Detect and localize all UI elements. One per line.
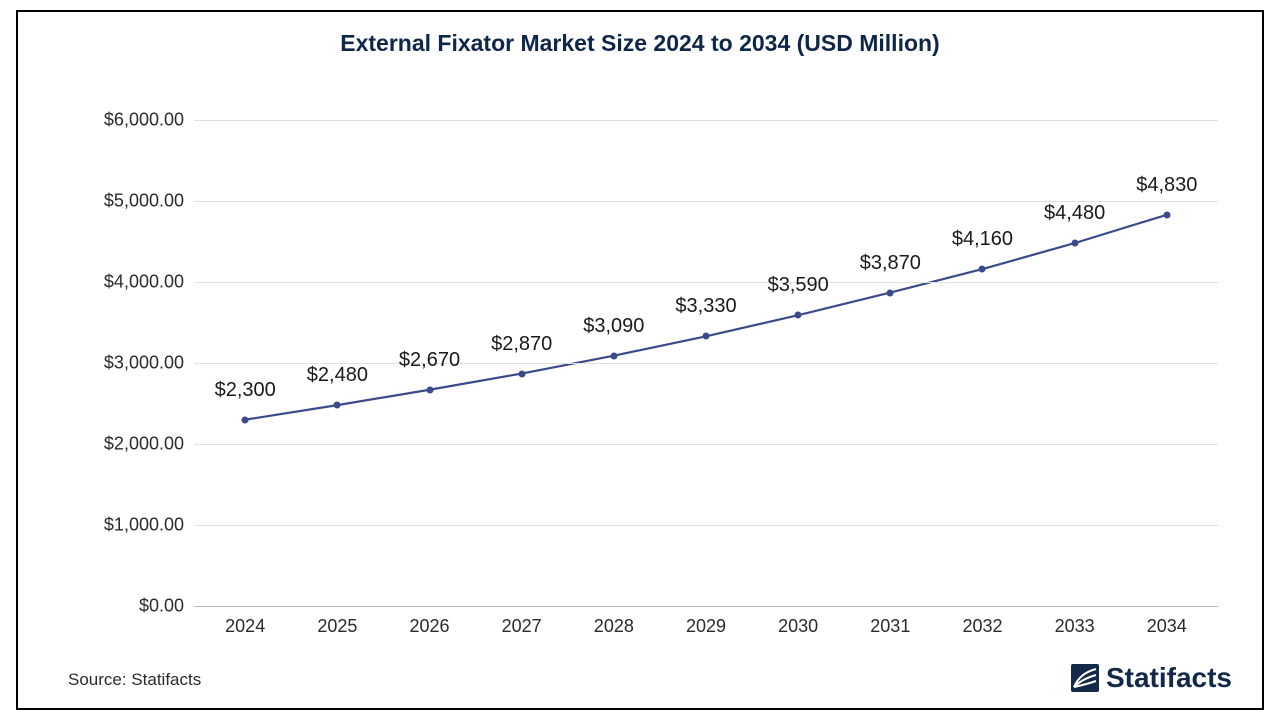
data-label: $3,590 — [768, 274, 829, 297]
y-tick-label: $3,000.00 — [104, 353, 194, 374]
data-label: $3,330 — [675, 295, 736, 318]
gridline — [194, 120, 1218, 121]
y-tick-label: $2,000.00 — [104, 434, 194, 455]
data-label: $3,870 — [860, 252, 921, 275]
x-tick-label: 2032 — [962, 606, 1002, 637]
data-label: $4,480 — [1044, 202, 1105, 225]
chart-frame: External Fixator Market Size 2024 to 203… — [16, 10, 1264, 710]
data-marker — [1163, 211, 1170, 218]
data-marker — [979, 266, 986, 273]
data-label: $4,830 — [1136, 174, 1197, 197]
x-tick-label: 2031 — [870, 606, 910, 637]
source-attribution: Source: Statifacts — [68, 670, 201, 690]
data-label: $2,300 — [215, 379, 276, 402]
x-tick-label: 2026 — [409, 606, 449, 637]
x-tick-label: 2025 — [317, 606, 357, 637]
brand-text: Statifacts — [1106, 662, 1232, 694]
data-label: $4,160 — [952, 228, 1013, 251]
data-marker — [1071, 240, 1078, 247]
x-tick-label: 2033 — [1055, 606, 1095, 637]
statifacts-icon — [1070, 663, 1100, 693]
data-marker — [610, 352, 617, 359]
plot-area: $0.00$1,000.00$2,000.00$3,000.00$4,000.0… — [194, 120, 1218, 606]
data-label: $2,480 — [307, 364, 368, 387]
data-marker — [242, 416, 249, 423]
data-marker — [518, 370, 525, 377]
gridline — [194, 444, 1218, 445]
x-tick-label: 2024 — [225, 606, 265, 637]
y-tick-label: $4,000.00 — [104, 272, 194, 293]
chart-title: External Fixator Market Size 2024 to 203… — [18, 30, 1262, 57]
y-tick-label: $6,000.00 — [104, 110, 194, 131]
data-marker — [795, 312, 802, 319]
data-label: $2,870 — [491, 333, 552, 356]
data-label: $3,090 — [583, 315, 644, 338]
gridline — [194, 282, 1218, 283]
data-marker — [703, 333, 710, 340]
gridline — [194, 525, 1218, 526]
data-marker — [426, 386, 433, 393]
x-tick-label: 2034 — [1147, 606, 1187, 637]
data-marker — [334, 402, 341, 409]
x-tick-label: 2029 — [686, 606, 726, 637]
data-marker — [887, 289, 894, 296]
y-tick-label: $1,000.00 — [104, 515, 194, 536]
brand-logo: Statifacts — [1070, 662, 1232, 694]
y-tick-label: $0.00 — [139, 596, 194, 617]
x-tick-label: 2027 — [502, 606, 542, 637]
x-tick-label: 2030 — [778, 606, 818, 637]
data-label: $2,670 — [399, 349, 460, 372]
y-tick-label: $5,000.00 — [104, 191, 194, 212]
x-tick-label: 2028 — [594, 606, 634, 637]
